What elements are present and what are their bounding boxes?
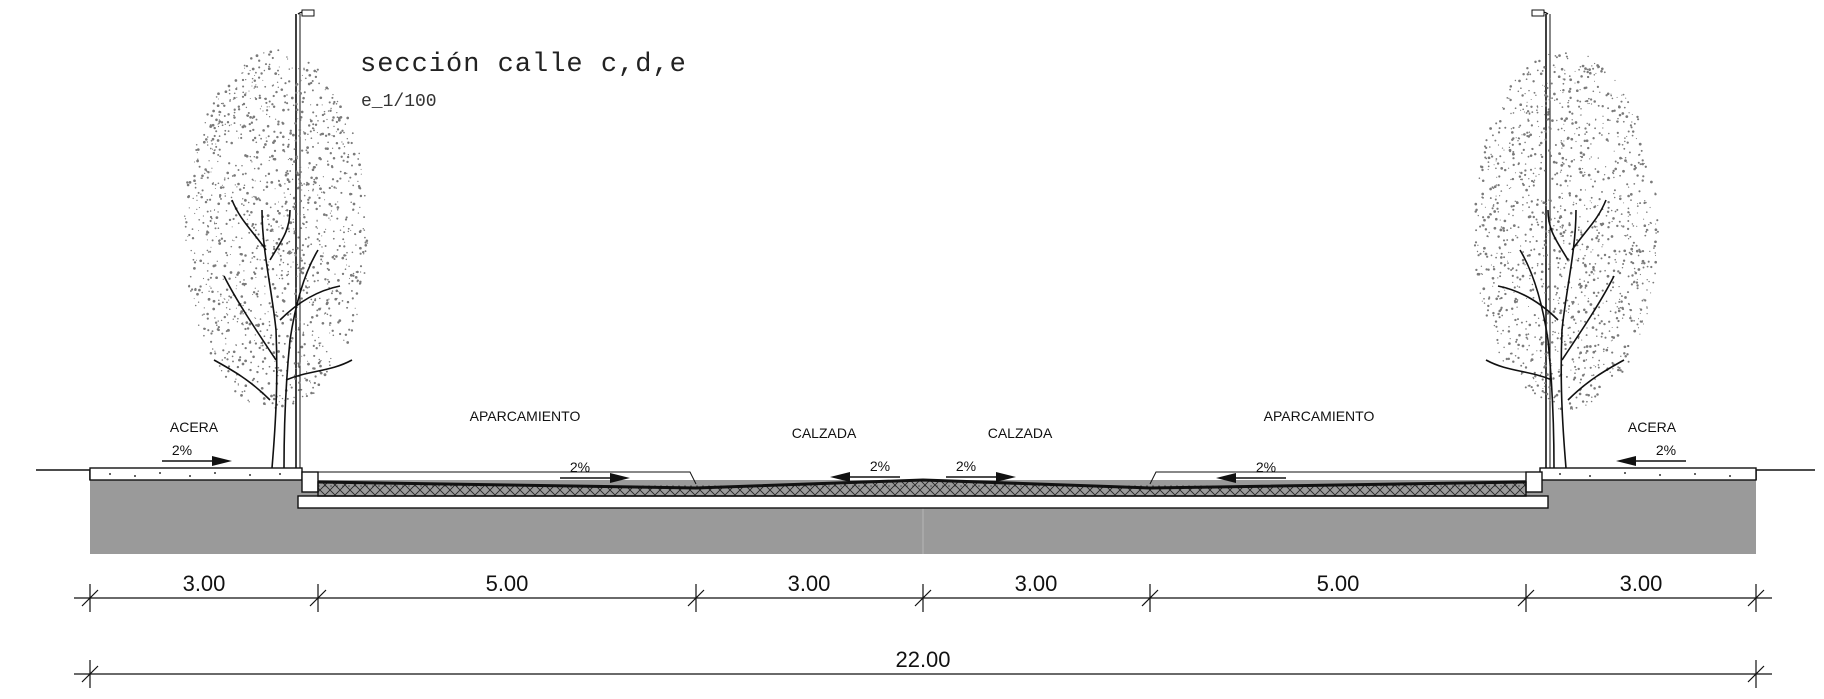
left-tree-foliage	[183, 49, 369, 410]
slope-arrow-acera-left: 2%	[162, 442, 232, 466]
right-lamp-post	[1531, 9, 1551, 468]
left-tree	[183, 49, 369, 469]
svg-text:2%: 2%	[1656, 442, 1676, 458]
dimension-ticks	[81, 584, 1765, 612]
base-layer	[297, 495, 1549, 509]
right-tree-trunk	[1485, 199, 1625, 469]
zone-label-aparcamiento-left: APARCAMIENTO	[470, 408, 581, 424]
drawing-scale: e_1/100	[361, 92, 437, 112]
dimension-acera-right: 3.00	[1620, 571, 1663, 596]
zone-label-acera-right: ACERA	[1628, 419, 1677, 435]
left-curb	[301, 471, 319, 493]
dimension-aparcamiento-right: 5.00	[1317, 571, 1360, 596]
svg-text:2%: 2%	[172, 442, 192, 458]
dimension-line-total	[74, 660, 1772, 688]
zone-label-calzada-right: CALZADA	[988, 425, 1053, 441]
slope-arrow-aparcamiento-right: 2%	[1216, 459, 1286, 483]
terrain-left	[36, 469, 91, 480]
zone-label-aparcamiento-right: APARCAMIENTO	[1264, 408, 1375, 424]
terrain-right	[1755, 469, 1815, 480]
right-parking-edge	[1149, 471, 1526, 485]
drawing-title: sección calle c,d,e	[360, 50, 687, 80]
dimension-calzada-left: 3.00	[788, 571, 831, 596]
svg-text:2%: 2%	[1256, 459, 1276, 475]
svg-text:2%: 2%	[570, 459, 590, 475]
slope-arrow-calzada-right: 2%	[946, 458, 1016, 482]
svg-text:2%: 2%	[870, 458, 890, 474]
dimension-aparcamiento-left: 5.00	[486, 571, 529, 596]
left-lamp-post	[295, 9, 315, 468]
zone-label-acera-left: ACERA	[170, 419, 219, 435]
zone-label-calzada-left: CALZADA	[792, 425, 857, 441]
slope-arrow-acera-right: 2%	[1616, 442, 1686, 466]
right-curb	[1525, 471, 1543, 493]
dimension-acera-left: 3.00	[183, 571, 226, 596]
left-parking-edge	[318, 471, 697, 485]
slope-arrow-calzada-left: 2%	[830, 458, 900, 482]
left-sidewalk-slab	[89, 467, 303, 481]
right-tree	[1473, 52, 1659, 469]
dimension-calzada-right: 3.00	[1015, 571, 1058, 596]
sidewalk-stipple	[109, 472, 1731, 477]
svg-text:2%: 2%	[956, 458, 976, 474]
right-sidewalk-slab	[1539, 467, 1757, 481]
left-tree-trunk	[213, 199, 353, 469]
dimension-total: 22.00	[895, 647, 950, 672]
slope-arrow-aparcamiento-left: 2%	[560, 459, 630, 483]
right-tree-foliage	[1473, 52, 1659, 410]
